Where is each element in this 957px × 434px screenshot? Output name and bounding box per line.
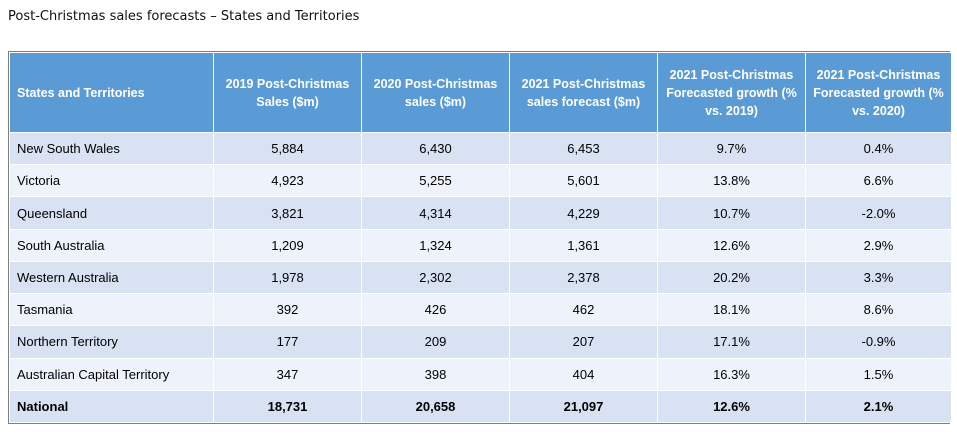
cell-growth-vs-2019: 9.7% bbox=[657, 131, 806, 166]
table-row: Victoria 4,923 5,255 5,601 13.8% 6.6% bbox=[9, 164, 952, 198]
table-row: New South Wales 5,884 6,430 6,453 9.7% 0.4% bbox=[9, 131, 952, 166]
cell-growth-vs-2020: -0.9% bbox=[805, 325, 952, 359]
sales-table: States and Territories 2019 Post-Christm… bbox=[9, 52, 952, 424]
column-header-2020-sales: 2020 Post-Christmas sales ($m) bbox=[361, 52, 510, 133]
cell-state: Northern Territory bbox=[9, 325, 214, 359]
cell-state: Western Australia bbox=[9, 260, 214, 295]
cell-state: Australian Capital Territory bbox=[9, 357, 214, 391]
page-title: Post-Christmas sales forecasts – States … bbox=[8, 9, 360, 24]
cell-2019-sales: 4,923 bbox=[213, 164, 362, 198]
total-cell-2021-forecast: 21,097 bbox=[509, 389, 658, 424]
cell-growth-vs-2019: 12.6% bbox=[657, 228, 806, 262]
table-row: Northern Territory 177 209 207 17.1% -0.9% bbox=[9, 325, 952, 359]
table-row: Queensland 3,821 4,314 4,229 10.7% -2.0% bbox=[9, 196, 952, 230]
column-header-growth-vs-2019: 2021 Post-Christmas Forecasted growth (%… bbox=[657, 52, 806, 133]
cell-growth-vs-2019: 16.3% bbox=[657, 357, 806, 391]
cell-2020-sales: 2,302 bbox=[361, 260, 510, 295]
cell-growth-vs-2019: 13.8% bbox=[657, 164, 806, 198]
cell-growth-vs-2020: 1.5% bbox=[805, 357, 952, 391]
cell-2020-sales: 6,430 bbox=[361, 131, 510, 166]
total-cell-growth-vs-2020: 2.1% bbox=[805, 389, 952, 424]
cell-2020-sales: 1,324 bbox=[361, 228, 510, 262]
table-row: Australian Capital Territory 347 398 404 16.… bbox=[9, 357, 952, 391]
cell-2021-forecast: 5,601 bbox=[509, 164, 658, 198]
cell-2020-sales: 5,255 bbox=[361, 164, 510, 198]
cell-growth-vs-2019: 18.1% bbox=[657, 293, 806, 327]
cell-2019-sales: 177 bbox=[213, 325, 362, 359]
cell-growth-vs-2020: 6.6% bbox=[805, 164, 952, 198]
sales-table-container: States and Territories 2019 Post-Christm… bbox=[8, 51, 952, 424]
cell-state: Tasmania bbox=[9, 293, 214, 327]
cell-growth-vs-2020: 0.4% bbox=[805, 131, 952, 166]
total-row: National 18,731 20,658 21,097 12.6% 2.1% bbox=[9, 389, 952, 424]
cell-growth-vs-2019: 20.2% bbox=[657, 260, 806, 295]
column-header-2019-sales: 2019 Post-Christmas Sales ($m) bbox=[213, 52, 362, 133]
cell-2021-forecast: 404 bbox=[509, 357, 658, 391]
cell-state: South Australia bbox=[9, 228, 214, 262]
cell-2019-sales: 1,978 bbox=[213, 260, 362, 295]
cell-2019-sales: 5,884 bbox=[213, 131, 362, 166]
column-header-2021-forecast: 2021 Post-Christmas sales forecast ($m) bbox=[509, 52, 658, 133]
cell-growth-vs-2020: 2.9% bbox=[805, 228, 952, 262]
cell-2020-sales: 426 bbox=[361, 293, 510, 327]
total-cell-growth-vs-2019: 12.6% bbox=[657, 389, 806, 424]
cell-growth-vs-2020: -2.0% bbox=[805, 196, 952, 230]
table-row: South Australia 1,209 1,324 1,361 12.6% 2.9% bbox=[9, 228, 952, 262]
cell-growth-vs-2020: 3.3% bbox=[805, 260, 952, 295]
cell-2021-forecast: 2,378 bbox=[509, 260, 658, 295]
table-row: Tasmania 392 426 462 18.1% 8.6% bbox=[9, 293, 952, 327]
cell-2019-sales: 392 bbox=[213, 293, 362, 327]
cell-2021-forecast: 6,453 bbox=[509, 131, 658, 166]
header-row: States and Territories 2019 Post-Christm… bbox=[9, 52, 952, 133]
cell-2021-forecast: 207 bbox=[509, 325, 658, 359]
cell-2019-sales: 347 bbox=[213, 357, 362, 391]
cell-state: New South Wales bbox=[9, 131, 214, 166]
column-header-growth-vs-2020: 2021 Post-Christmas Forecasted growth (%… bbox=[805, 52, 952, 133]
cell-2021-forecast: 4,229 bbox=[509, 196, 658, 230]
cell-growth-vs-2019: 17.1% bbox=[657, 325, 806, 359]
cell-2020-sales: 4,314 bbox=[361, 196, 510, 230]
cell-2020-sales: 209 bbox=[361, 325, 510, 359]
cell-2019-sales: 3,821 bbox=[213, 196, 362, 230]
cell-2020-sales: 398 bbox=[361, 357, 510, 391]
cell-2021-forecast: 1,361 bbox=[509, 228, 658, 262]
total-cell-2019-sales: 18,731 bbox=[213, 389, 362, 424]
table-row: Western Australia 1,978 2,302 2,378 20.2% 3.3… bbox=[9, 260, 952, 295]
cell-growth-vs-2019: 10.7% bbox=[657, 196, 806, 230]
cell-2019-sales: 1,209 bbox=[213, 228, 362, 262]
cell-state: Queensland bbox=[9, 196, 214, 230]
total-cell-state: National bbox=[9, 389, 214, 424]
column-header-state: States and Territories bbox=[9, 52, 214, 133]
cell-state: Victoria bbox=[9, 164, 214, 198]
total-cell-2020-sales: 20,658 bbox=[361, 389, 510, 424]
cell-2021-forecast: 462 bbox=[509, 293, 658, 327]
cell-growth-vs-2020: 8.6% bbox=[805, 293, 952, 327]
